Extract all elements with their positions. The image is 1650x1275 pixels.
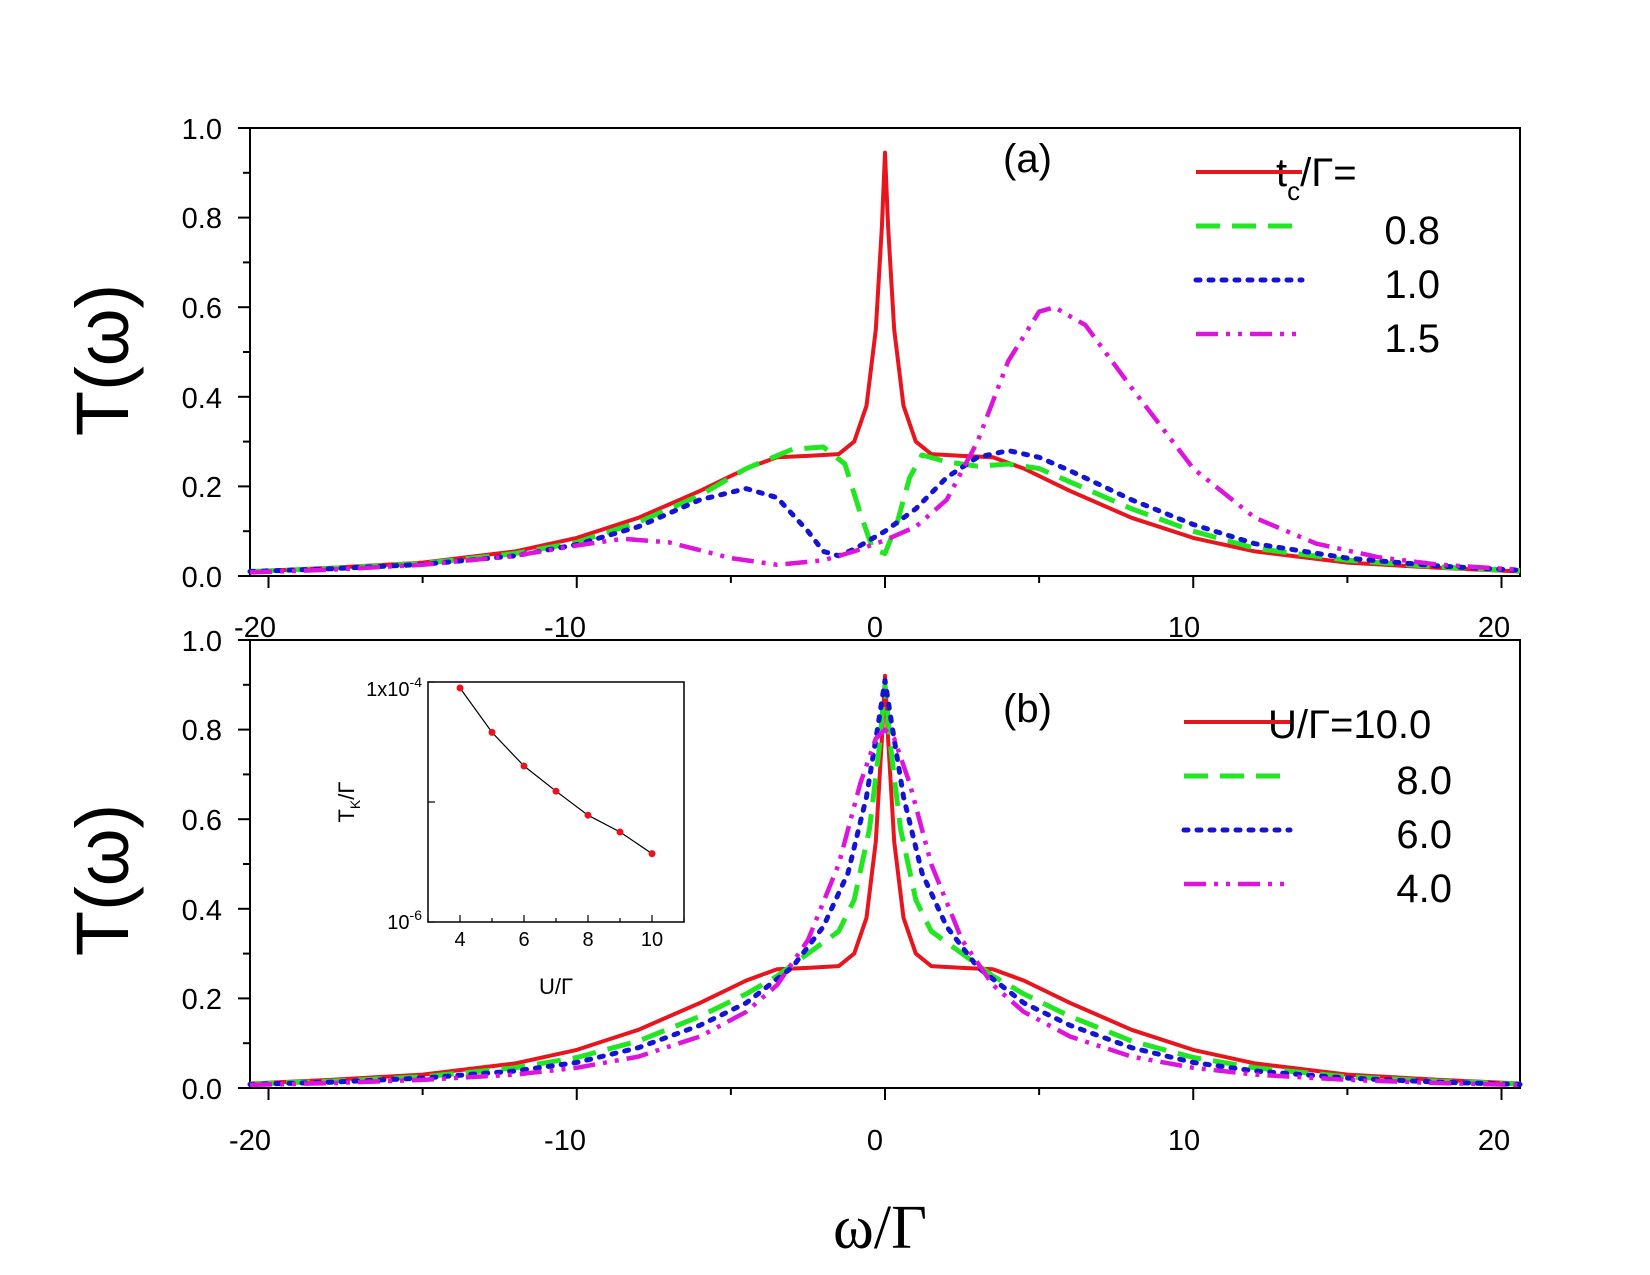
panel-b-xtick: 10: [1168, 1125, 1200, 1157]
inset-xlabel: U/Γ: [539, 974, 573, 999]
panel-a: -20 -10 0 10 20 0.0 0.2 0.4 0.6 0.8 1.0 …: [61, 114, 1523, 644]
panel-b-xtick: -10: [544, 1125, 586, 1157]
panel-a-ytick: 1.0: [182, 114, 222, 146]
panel-a-xtick: 0: [867, 612, 883, 644]
panel-b-ytick: 0.8: [182, 715, 222, 747]
panel-a-ytick: 0.8: [182, 203, 222, 235]
panel-b-ytick: 0.4: [182, 895, 222, 927]
inset-series: [456, 684, 656, 858]
panel-a-legend-label: 1.0: [1384, 263, 1440, 307]
panel-a-xtick: -10: [544, 612, 586, 644]
panel-a-ylabel: T(ω): [61, 284, 144, 436]
series-line-4.0: [249, 727, 1521, 1088]
panel-a-legend-title: tc/Γ=: [1276, 151, 1357, 206]
inset-chart: 4 6 8 10 1x10-4 10-6 U/Γ TK/Γ: [334, 674, 685, 999]
panel-b-ytick: 0.2: [182, 984, 222, 1016]
series-line-0.0: [249, 150, 1521, 574]
series-line-1.5: [249, 304, 1521, 575]
inset-data-point: [488, 728, 496, 736]
inset-ytick: 10-6: [387, 907, 422, 934]
panel-a-legend-label: 1.5: [1384, 317, 1440, 361]
panel-a-series: [247, 150, 1523, 575]
panel-b-ticks: [238, 639, 1503, 1100]
panel-a-ytick: 0.0: [182, 562, 222, 594]
inset-data-point: [552, 787, 560, 795]
inset-data-point: [616, 828, 624, 836]
panel-b: -20 -10 0 10 20 0.0 0.2 0.4 0.6 0.8 1.0 …: [61, 626, 1523, 1157]
panel-a-ticks: [238, 127, 1503, 588]
series-line-10.0: [249, 673, 1521, 1086]
panel-b-ytick: 0.6: [182, 805, 222, 837]
inset-data-point: [520, 762, 528, 770]
inset-ticks: [427, 681, 685, 923]
panel-b-legend-label: 6.0: [1396, 813, 1452, 857]
inset-data-point: [456, 684, 464, 692]
panel-a-label: (a): [1003, 137, 1052, 181]
inset-xtick: 4: [454, 929, 465, 951]
series-line-6.0: [247, 677, 1523, 1087]
panel-a-xtick: 20: [1478, 612, 1510, 644]
panel-a-xtick: -20: [234, 612, 276, 644]
inset-xtick: 8: [582, 929, 593, 951]
panel-a-legend: tc/Γ= 0.8 1.0 1.5: [1193, 151, 1440, 361]
inset-ytick: 1x10-4: [366, 674, 422, 701]
x-axis-label: ω/Γ: [833, 1194, 927, 1262]
panel-b-ylabel: T(ω): [61, 804, 144, 956]
inset-data-point: [648, 850, 656, 858]
panel-a-ytick: 0.4: [182, 383, 222, 415]
inset-frame: [427, 681, 685, 923]
panel-b-legend-title: U/Γ=10.0: [1268, 703, 1431, 747]
inset-ylabel: TK/Γ: [334, 781, 363, 822]
series-line-1.0: [247, 448, 1523, 574]
panel-b-legend-label: 8.0: [1396, 759, 1452, 803]
inset-data-point: [584, 811, 592, 819]
panel-b-xtick: 20: [1478, 1125, 1510, 1157]
panel-b-xtick: -20: [229, 1125, 271, 1157]
panel-a-ytick: 0.6: [182, 293, 222, 325]
panel-a-xtick: 10: [1168, 612, 1200, 644]
series-line-0.8: [249, 444, 1521, 574]
panel-b-ytick: 1.0: [182, 626, 222, 658]
inset-xtick: 10: [641, 929, 663, 951]
panel-a-ytick: 0.2: [182, 472, 222, 504]
panel-b-xtick: 0: [867, 1125, 883, 1157]
panel-b-label: (b): [1003, 687, 1052, 731]
panel-b-series: [247, 673, 1523, 1088]
panel-b-legend: U/Γ=10.0 8.0 6.0 4.0: [1181, 703, 1452, 911]
panel-b-ytick: 0.0: [182, 1074, 222, 1106]
inset-xtick: 6: [518, 929, 529, 951]
panel-a-legend-label: 0.8: [1384, 209, 1440, 253]
panel-b-legend-label: 4.0: [1396, 867, 1452, 911]
